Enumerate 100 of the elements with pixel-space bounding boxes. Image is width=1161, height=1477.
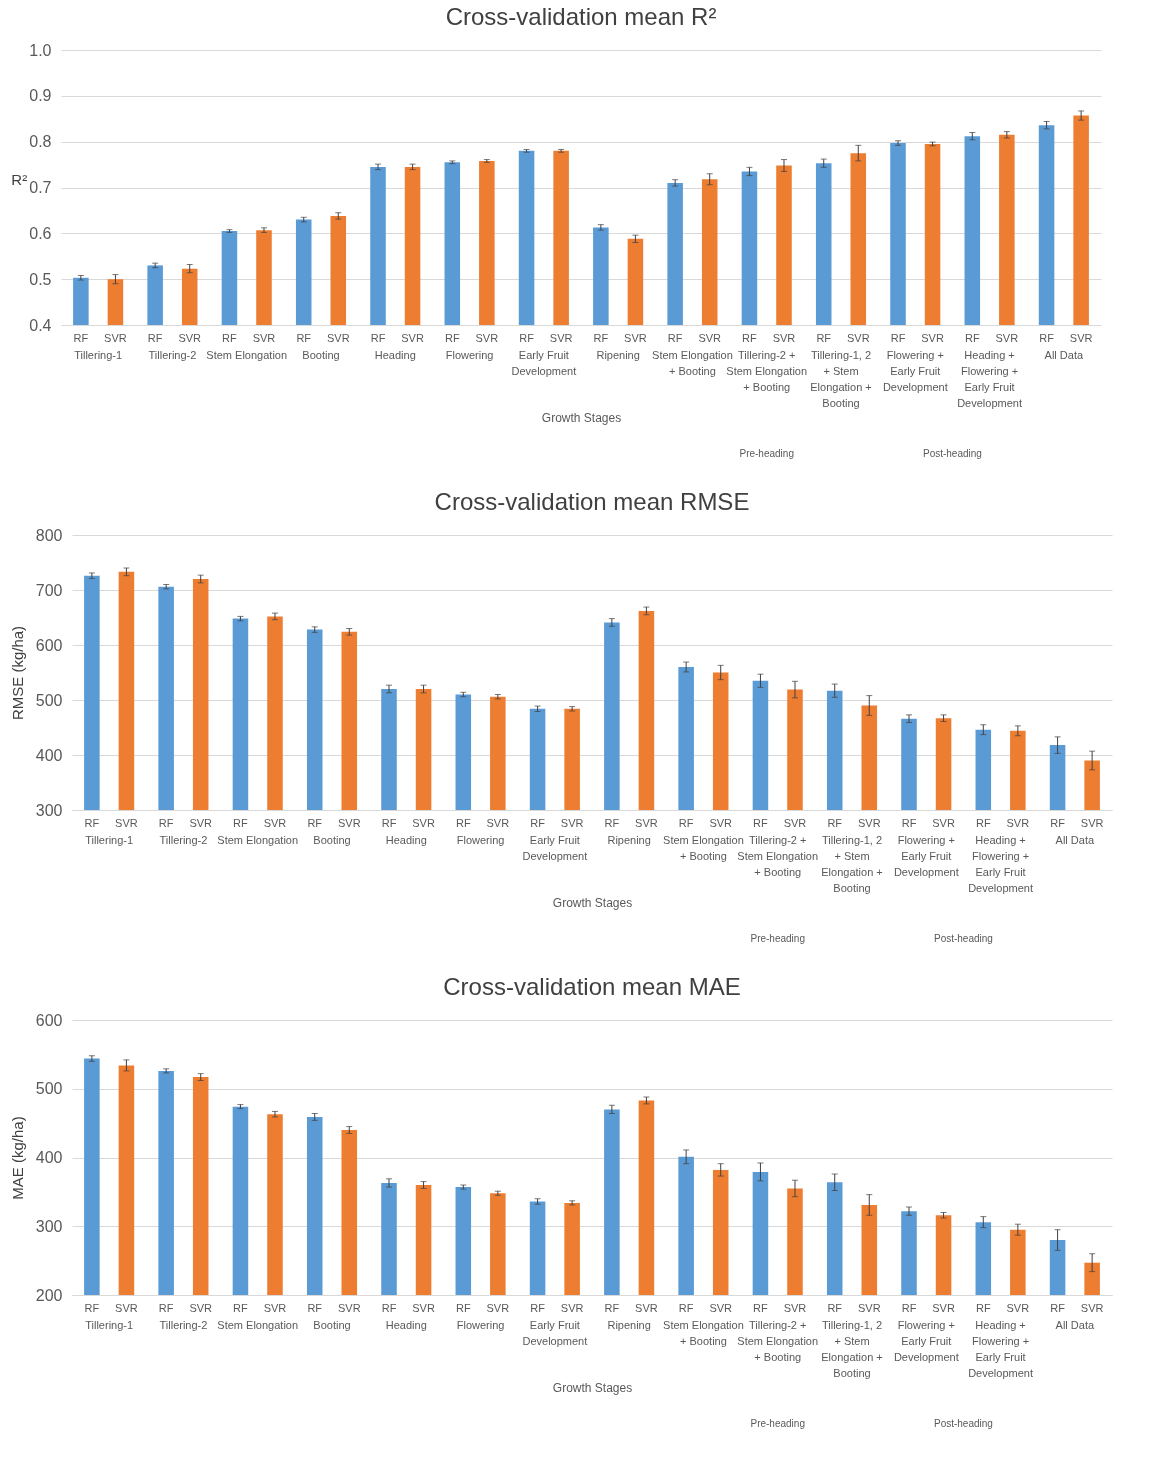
text: RF: [667, 332, 683, 344]
y-tick-label: 300: [35, 801, 63, 819]
text: SVR: [783, 1302, 807, 1314]
series-label: SVR: [624, 332, 647, 344]
y-tick-label: 500: [35, 691, 63, 709]
x-tick-label: Stem Elongation: [217, 833, 299, 846]
text: RF: [975, 817, 991, 829]
text: RF: [233, 817, 248, 829]
text: RF: [678, 1302, 694, 1314]
x-tick-label: Tillering-2: [159, 833, 208, 846]
text: SVR: [475, 332, 499, 344]
text: SVR: [549, 332, 573, 344]
x-tick-label: Flowering + Early Fruit Development: [893, 833, 959, 878]
x-tick-label: Tillering-2: [148, 348, 197, 361]
x-tick-label: Stem Elongation: [217, 1318, 299, 1331]
x-tick-label: Tillering-1: [85, 1318, 134, 1331]
text: SVR: [189, 817, 213, 829]
x-tick-label: Booting: [313, 833, 351, 846]
text: SVR: [486, 817, 510, 829]
text: SVR: [560, 817, 584, 829]
x-tick-label: Early Fruit Development: [511, 348, 577, 377]
text: SVR: [337, 817, 361, 829]
text: RF: [222, 332, 237, 344]
text: RF: [964, 332, 980, 344]
text: SVR: [337, 1302, 361, 1314]
y-axis-title: MAE (kg/ha): [8, 1116, 26, 1200]
text: RF: [444, 332, 460, 344]
x-tick-label: Flowering: [445, 348, 494, 361]
x-tick-label: Booting: [302, 348, 340, 361]
y-tick-label: 0.4: [29, 316, 52, 334]
x-axis-title: Growth Stages: [552, 1380, 633, 1395]
x-tick-label: Tillering-1: [74, 348, 123, 361]
text: SVR: [115, 817, 138, 829]
text: RF: [827, 817, 843, 829]
y-tick-label: 0.8: [29, 133, 52, 151]
series-label: RF: [84, 817, 100, 829]
text: SVR: [189, 1302, 213, 1314]
text: RF: [604, 817, 620, 829]
text: RF: [816, 332, 832, 344]
y-tick-label: 0.7: [29, 179, 52, 196]
text: RF: [158, 817, 174, 829]
text: RF: [158, 1302, 174, 1314]
text: RF: [147, 332, 163, 344]
x-tick-label: Heading: [385, 1318, 427, 1331]
text: SVR: [1006, 817, 1030, 829]
text: RF: [890, 332, 906, 344]
text: SVR: [1080, 817, 1104, 829]
x-tick-label: Stem Elongation: [206, 348, 288, 361]
text: SVR: [401, 332, 424, 344]
x-tick-label: Early Fruit Development: [522, 833, 588, 862]
text: RF: [975, 1302, 991, 1314]
y-tick-label: 700: [35, 581, 63, 599]
text: SVR: [783, 817, 807, 829]
text: SVR: [921, 332, 944, 344]
x-tick-label: Flowering + Early Fruit Development: [882, 348, 948, 393]
text: SVR: [1006, 1302, 1030, 1314]
text: SVR: [1069, 332, 1093, 344]
text: RF: [307, 817, 323, 829]
text: RF: [455, 1302, 471, 1314]
x-tick-label: Ripening: [596, 348, 640, 361]
text: SVR: [698, 332, 722, 344]
series-label: RF: [84, 1302, 100, 1314]
text: SVR: [932, 1302, 955, 1314]
y-tick-label: 600: [35, 1011, 63, 1029]
text: SVR: [252, 332, 276, 344]
text: RF: [455, 817, 471, 829]
text: RF: [1050, 1302, 1065, 1314]
text: RF: [753, 1302, 768, 1314]
text: SVR: [709, 817, 733, 829]
x-tick-label: Heading: [374, 348, 416, 361]
text: RF: [233, 1302, 248, 1314]
y-tick-label: 800: [35, 526, 63, 544]
text: RF: [753, 817, 768, 829]
x-tick-label: Tillering-1, 2 + Stem Elongation + Booting: [821, 1318, 883, 1379]
text: SVR: [178, 332, 202, 344]
text: RF: [530, 1302, 545, 1314]
x-tick-label: Heading + Flowering + Early Fruit Development: [957, 348, 1022, 409]
text: RF: [1039, 332, 1054, 344]
text: RF: [678, 817, 694, 829]
text: SVR: [857, 817, 881, 829]
text: RF: [604, 1302, 620, 1314]
series-label: SVR: [635, 1302, 658, 1314]
x-tick-label: Flowering: [456, 1318, 505, 1331]
text: RF: [901, 817, 917, 829]
y-axis-title: RMSE (kg/ha): [8, 625, 26, 721]
text: SVR: [709, 1302, 733, 1314]
text: RF: [296, 332, 312, 344]
text: SVR: [263, 817, 287, 829]
y-tick-label: 300: [35, 1217, 63, 1235]
y-tick-label: 0.5: [29, 270, 52, 288]
chart-title: Cross-validation mean RMSE: [434, 488, 750, 515]
text: SVR: [995, 332, 1019, 344]
x-tick-label: Heading + Flowering + Early Fruit Development: [968, 1318, 1033, 1379]
x-tick-label: Ripening: [607, 833, 651, 846]
text: SVR: [263, 1302, 287, 1314]
x-tick-label: Tillering-1, 2 + Stem Elongation + Booting: [810, 348, 872, 409]
text: Pre-heading: [750, 933, 805, 944]
text: Pre-heading: [750, 1418, 805, 1429]
text: SVR: [846, 332, 870, 344]
x-tick-label: Flowering: [456, 833, 505, 846]
